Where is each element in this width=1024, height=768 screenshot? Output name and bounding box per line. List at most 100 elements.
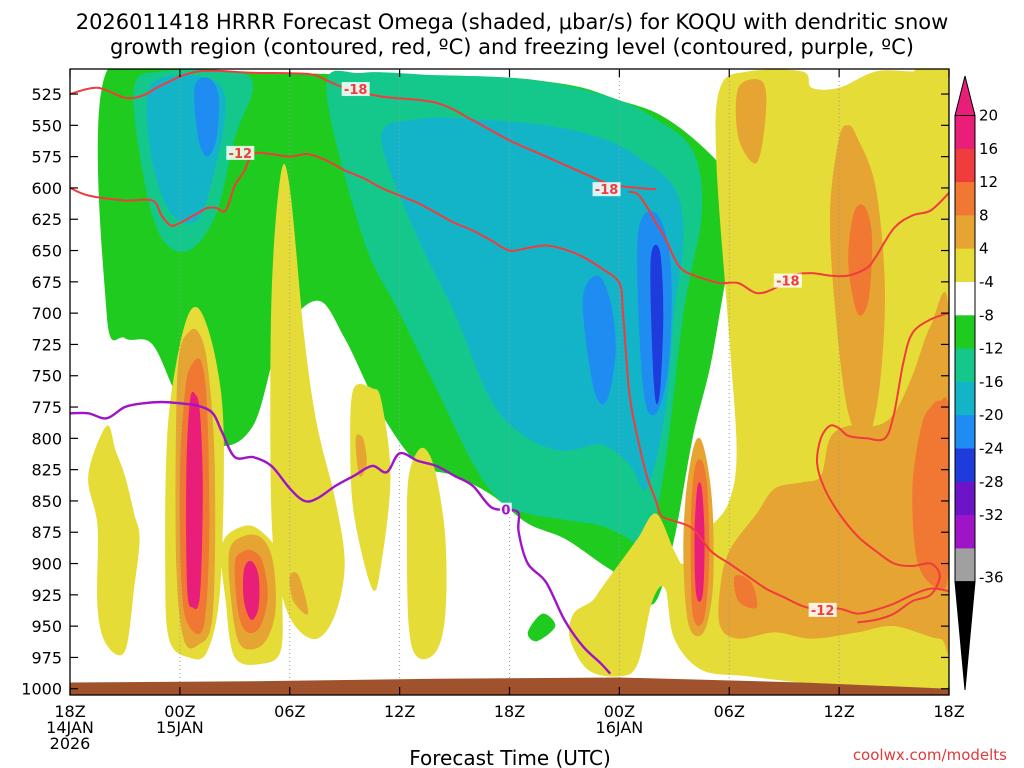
colorbar-bin-2	[955, 182, 975, 216]
chart-title-line-2: growth region (contoured, red, ºC) and f…	[110, 35, 914, 59]
colorbar-bin-13	[955, 548, 975, 583]
omega-region-23	[718, 292, 949, 654]
colorbar-bin-3	[955, 215, 975, 250]
colorbar-label-3: 8	[979, 206, 989, 224]
colorbar-bin-10	[955, 448, 975, 483]
y-tick-label-575: 575	[31, 148, 62, 167]
credit-text: coolwx.com/modelts	[853, 746, 1007, 764]
colorbar-bin-5	[955, 282, 975, 316]
omega-region-29	[912, 397, 949, 589]
omega-region-15	[406, 447, 447, 660]
colorbar-bin-8	[955, 381, 975, 416]
y-tick-label-625: 625	[31, 210, 62, 229]
omega-region-6	[194, 77, 219, 157]
colorbar-bin-1	[955, 148, 975, 183]
colorbar-bin-9	[955, 415, 975, 449]
colorbar-label-6: -8	[979, 306, 994, 324]
colorbar-top-cap	[954, 75, 976, 116]
contour-label-bg-0	[341, 82, 370, 97]
omega-shading-layer	[88, 69, 949, 695]
contour-labels: -18 -12 -18 -18 -12 0	[226, 82, 837, 619]
y-tick-label-925: 925	[31, 586, 62, 605]
colorbar-label-2: 12	[979, 173, 998, 191]
contour-label-4: -12	[811, 604, 835, 619]
x-tick-label-0-2: 2026	[50, 734, 91, 753]
contour-label-5: 0	[501, 504, 510, 519]
x-tick-label-7-0: 12Z	[823, 702, 854, 721]
plot-content	[70, 69, 949, 695]
omega-region-1	[527, 613, 556, 642]
y-tick-label-850: 850	[31, 492, 62, 511]
y-tick-label-975: 975	[31, 648, 62, 667]
y-tick-label-775: 775	[31, 398, 62, 417]
omega-region-17	[735, 79, 767, 164]
colorbar: 20 16 12 8 4 -4 -8 -12 -16 -20 -24 -28 -32 -36	[954, 75, 1004, 691]
contour-label-bg-5	[499, 502, 512, 517]
y-tick-label-675: 675	[31, 273, 62, 292]
y-tick-label-725: 725	[31, 335, 62, 354]
omega-region-9	[650, 244, 664, 405]
colorbar-bin-11	[955, 481, 975, 516]
y-tick-label-700: 700	[31, 304, 62, 323]
dendritic-contour-3	[816, 312, 949, 624]
y-tick-label-800: 800	[31, 429, 62, 448]
omega-region-30	[848, 204, 873, 316]
x-tick-label-8-0: 18Z	[933, 702, 964, 721]
x-tick-label-0-1: 14JAN	[46, 718, 94, 737]
colorbar-frame	[954, 115, 976, 583]
contour-label-bg-3	[773, 273, 802, 288]
x-tick-label-0-0: 18Z	[54, 702, 85, 721]
omega-region-33	[694, 482, 705, 602]
omega-region-21	[355, 434, 367, 477]
dendritic-contour-1	[70, 151, 949, 615]
y-tick-label-525: 525	[31, 85, 62, 104]
freezing-level-contour	[70, 400, 612, 675]
x-tick-label-5-1: 16JAN	[596, 718, 644, 737]
colorbar-bin-4	[955, 248, 975, 283]
omega-region-32	[243, 560, 260, 621]
contour-label-bg-4	[808, 602, 837, 617]
omega-region-13	[270, 163, 345, 640]
chart-title-line-1: 2026011418 HRRR Forecast Omega (shaded, …	[76, 10, 949, 34]
colorbar-label-8: -16	[979, 373, 1004, 391]
y-tick-label-750: 750	[31, 367, 62, 386]
y-tick-label-875: 875	[31, 523, 62, 542]
omega-region-10	[88, 425, 140, 656]
omega-region-28	[733, 574, 758, 609]
y-tick-label-825: 825	[31, 461, 62, 480]
x-tick-label-1-1: 15JAN	[156, 718, 204, 737]
colorbar-label-10: -24	[979, 440, 1004, 458]
contour-label-2: -18	[595, 183, 619, 198]
colorbar-label-9: -20	[979, 406, 1004, 424]
x-tick-label-6-0: 06Z	[714, 702, 745, 721]
contour-label-bg-2	[592, 182, 621, 197]
x-tick-label-2-0: 06Z	[274, 702, 305, 721]
colorbar-label-12: -32	[979, 506, 1004, 524]
x-tick-label-3-0: 12Z	[384, 702, 415, 721]
contour-label-3: -18	[776, 275, 800, 290]
y-axis: 525 550 575 600 625 650 675 700 725 750 775 800 825 8…	[21, 85, 949, 699]
x-axis-title: Forecast Time (UTC)	[409, 746, 611, 768]
contour-layer	[70, 69, 949, 675]
colorbar-label-5: -4	[979, 273, 994, 291]
x-tick-label-5-0: 00Z	[604, 702, 635, 721]
y-tick-label-650: 650	[31, 242, 62, 261]
x-tick-label-1-0: 00Z	[164, 702, 195, 721]
vertical-grid-lines	[179, 69, 840, 695]
colorbar-label-11: -28	[979, 473, 1004, 491]
dendritic-contour-2	[628, 190, 949, 295]
colorbar-bottom-cap	[954, 581, 976, 691]
y-tick-label-1000: 1000	[21, 680, 62, 699]
omega-region-31	[186, 391, 203, 610]
colorbar-label-7: -12	[979, 340, 1004, 358]
colorbar-label-4: 4	[979, 240, 989, 258]
colorbar-label-0: 20	[979, 107, 998, 125]
contour-label-bg-1	[226, 145, 255, 160]
colorbar-bin-12	[955, 515, 975, 549]
omega-region-20	[289, 572, 309, 615]
colorbar-label-13: -36	[979, 569, 1004, 587]
contour-label-1: -12	[229, 147, 253, 162]
y-tick-label-950: 950	[31, 617, 62, 636]
